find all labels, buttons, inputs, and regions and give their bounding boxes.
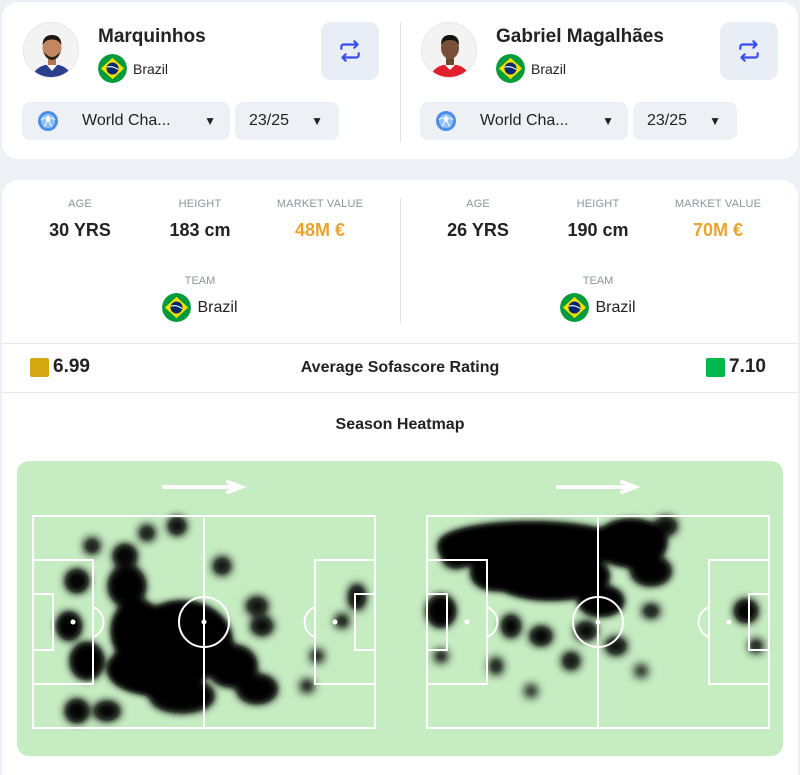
swap-arrows-icon — [337, 38, 363, 64]
divider — [400, 198, 401, 323]
team-stat: TEAM Brazil — [140, 275, 260, 322]
player-left-header: Marquinhos Brazil World Cha... ▼ 23/25 ▼ — [2, 2, 400, 159]
heatmap-container — [17, 461, 783, 756]
country-label: Brazil — [133, 60, 169, 77]
team-name: Brazil — [197, 298, 238, 316]
height-stat: HEIGHT 183 cm — [140, 198, 260, 241]
market-value-label: MARKET VALUE — [276, 198, 364, 210]
player-country: Brazil — [98, 54, 168, 83]
team-label: TEAM — [582, 275, 614, 287]
height-value: 183 cm — [169, 220, 231, 240]
age-value: 26 YRS — [447, 220, 509, 240]
market-value: 48M € — [294, 220, 346, 240]
competition-label: World Cha... — [480, 112, 569, 129]
divider — [400, 22, 401, 142]
competition-dropdown[interactable]: World Cha... ▼ — [420, 102, 628, 140]
world-cup-ball-icon — [36, 109, 60, 133]
caret-down-icon: ▼ — [602, 114, 614, 128]
rating-value: 7.10 — [729, 356, 766, 377]
height-stat: HEIGHT 190 cm — [538, 198, 658, 241]
caret-down-icon: ▼ — [204, 114, 216, 128]
world-cup-ball-icon — [434, 109, 458, 133]
swap-arrows-icon — [736, 38, 762, 64]
rating-color-square — [30, 357, 49, 377]
season-label: 23/25 — [647, 112, 688, 129]
swap-player-button[interactable] — [321, 22, 379, 80]
heatmap-pitch-right — [426, 480, 770, 729]
age-value: 30 YRS — [49, 220, 111, 240]
player-selection-card: Marquinhos Brazil World Cha... ▼ 23/25 ▼ — [2, 2, 798, 159]
avatar[interactable] — [23, 22, 79, 78]
team-value[interactable]: Brazil — [538, 293, 658, 322]
team-label: TEAM — [184, 275, 216, 287]
season-dropdown[interactable]: 23/25 ▼ — [235, 102, 339, 140]
team-stat: TEAM Brazil — [538, 275, 658, 322]
attack-direction-arrow-icon — [162, 480, 247, 494]
player-country: Brazil — [496, 54, 566, 83]
rating-value: 6.99 — [53, 356, 90, 377]
attack-direction-arrow-icon — [556, 480, 641, 494]
left-rating: 6.99 — [30, 356, 90, 378]
age-stat: AGE 26 YRS — [418, 198, 538, 241]
age-label: AGE — [466, 198, 490, 210]
team-value[interactable]: Brazil — [140, 293, 260, 322]
market-value: 70M € — [692, 220, 744, 240]
heatmap-blobs — [429, 518, 762, 697]
caret-down-icon: ▼ — [709, 114, 721, 128]
market-value-label: MARKET VALUE — [674, 198, 762, 210]
season-dropdown[interactable]: 23/25 ▼ — [633, 102, 737, 140]
competition-dropdown[interactable]: World Cha... ▼ — [22, 102, 230, 140]
country-label: Brazil — [531, 60, 567, 77]
team-name: Brazil — [595, 298, 636, 316]
competition-label: World Cha... — [82, 112, 171, 129]
player-left-stats: AGE 30 YRS HEIGHT 183 cm MARKET VALUE 48… — [2, 180, 400, 340]
height-value: 190 cm — [567, 220, 629, 240]
caret-down-icon: ▼ — [311, 114, 323, 128]
height-label: HEIGHT — [576, 198, 620, 210]
swap-player-button[interactable] — [720, 22, 778, 80]
market-value-stat: MARKET VALUE 70M € — [658, 198, 778, 241]
player-name[interactable]: Marquinhos — [98, 26, 206, 47]
age-label: AGE — [68, 198, 92, 210]
rating-color-square — [706, 357, 726, 377]
brazil-flag-icon — [98, 54, 127, 83]
player-right-stats: AGE 26 YRS HEIGHT 190 cm MARKET VALUE 70… — [400, 180, 798, 340]
brazil-flag-icon — [496, 54, 525, 83]
height-label: HEIGHT — [178, 198, 222, 210]
heatmap-blobs — [59, 518, 364, 721]
section-divider — [2, 343, 798, 344]
rating-comparison-row: 6.99 Average Sofascore Rating 7.10 — [2, 344, 798, 390]
brazil-flag-icon — [560, 293, 589, 322]
market-value-stat: MARKET VALUE 48M € — [260, 198, 380, 241]
season-label: 23/25 — [249, 112, 290, 129]
section-divider — [2, 392, 798, 393]
comparison-card: AGE 30 YRS HEIGHT 183 cm MARKET VALUE 48… — [2, 180, 798, 775]
player-right-header: Gabriel Magalhães Brazil World Cha... ▼ … — [400, 2, 798, 159]
heatmap-title: Season Heatmap — [335, 416, 465, 433]
heatmap-pitch-left — [32, 480, 376, 729]
avatar[interactable] — [421, 22, 477, 78]
right-rating: 7.10 — [706, 356, 766, 378]
player-name[interactable]: Gabriel Magalhães — [496, 26, 664, 47]
age-stat: AGE 30 YRS — [20, 198, 140, 241]
rating-title: Average Sofascore Rating — [300, 359, 500, 376]
brazil-flag-icon — [162, 293, 191, 322]
